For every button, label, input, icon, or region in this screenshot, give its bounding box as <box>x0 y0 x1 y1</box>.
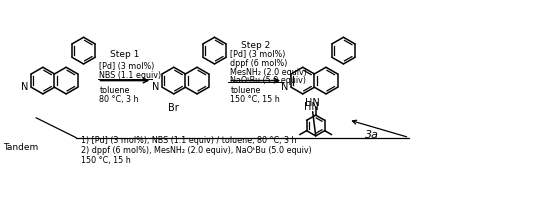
Text: Step 1: Step 1 <box>110 50 139 59</box>
Text: NaOᵗBu (5.0 equiv): NaOᵗBu (5.0 equiv) <box>230 76 307 85</box>
Text: 150 °C, 15 h: 150 °C, 15 h <box>230 95 280 104</box>
Text: dppf (6 mol%): dppf (6 mol%) <box>230 59 288 68</box>
Text: Step 2: Step 2 <box>241 40 271 50</box>
Text: N: N <box>21 82 29 92</box>
Text: NBS (1.1 equiv): NBS (1.1 equiv) <box>100 71 161 80</box>
Text: [Pd] (3 mol%): [Pd] (3 mol%) <box>100 62 155 71</box>
Text: Br: Br <box>168 103 179 113</box>
Text: 1) [Pd] (3 mol%), NBS (1.1 equiv) / toluene, 80 °C, 3 h: 1) [Pd] (3 mol%), NBS (1.1 equiv) / tolu… <box>81 136 296 145</box>
Text: [Pd] (3 mol%): [Pd] (3 mol%) <box>230 50 286 59</box>
Text: N: N <box>281 82 288 92</box>
Text: MesNH₂ (2.0 equiv): MesNH₂ (2.0 equiv) <box>230 68 307 77</box>
Text: toluene: toluene <box>230 86 261 95</box>
Text: 150 °C, 15 h: 150 °C, 15 h <box>81 156 131 165</box>
Text: 2) dppf (6 mol%), MesNH₂ (2.0 equiv), NaOᵗBu (5.0 equiv): 2) dppf (6 mol%), MesNH₂ (2.0 equiv), Na… <box>81 146 312 155</box>
Text: N: N <box>152 82 159 92</box>
Text: Tandem: Tandem <box>3 143 39 152</box>
Text: HN: HN <box>304 102 318 112</box>
Text: 3a: 3a <box>365 130 379 140</box>
Text: HN: HN <box>305 98 320 108</box>
Text: toluene: toluene <box>100 86 130 95</box>
Text: 80 °C, 3 h: 80 °C, 3 h <box>100 95 139 104</box>
